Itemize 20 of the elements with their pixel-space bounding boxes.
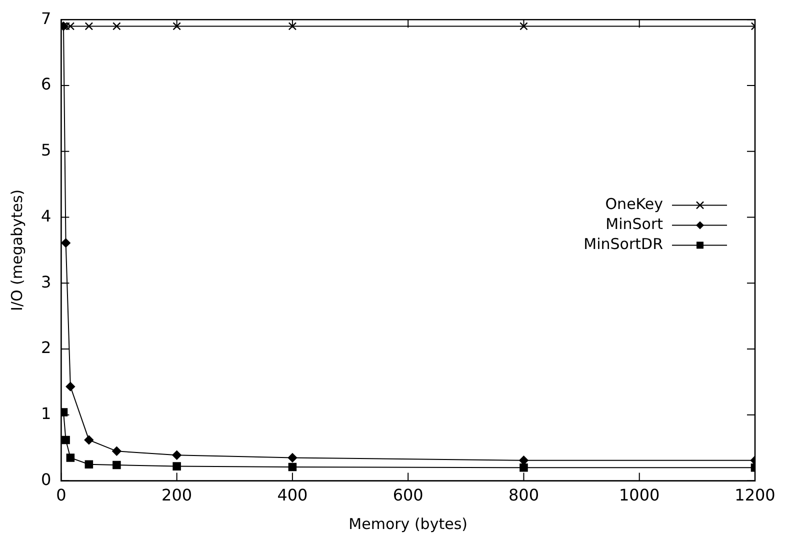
y-tick-label: 5 [40, 140, 52, 160]
legend-label: MinSort [606, 215, 664, 234]
y-tick-label: 1 [40, 404, 52, 424]
y-tick-label: 2 [40, 338, 52, 358]
y-tick-label: 3 [40, 272, 52, 292]
y-axis-title: I/O (megabytes) [8, 189, 26, 312]
x-axis-title: Memory (bytes) [348, 514, 468, 533]
x-tick-label: 1000 [619, 486, 660, 505]
y-tick-label: 4 [40, 206, 52, 226]
legend-label: MinSortDR [584, 235, 663, 254]
x-tick-label: 800 [508, 486, 539, 505]
x-tick-label: 600 [392, 486, 424, 505]
x-tick-label: 0 [56, 486, 66, 505]
x-tick-label: 400 [277, 486, 308, 505]
x-tick-label: 200 [162, 486, 192, 505]
y-tick-label: 7 [40, 8, 52, 28]
y-tick-label: 6 [40, 74, 52, 94]
y-tick-label: 0 [40, 470, 52, 489]
legend-label: OneKey [605, 195, 664, 214]
x-tick-label: 1200 [734, 486, 776, 505]
